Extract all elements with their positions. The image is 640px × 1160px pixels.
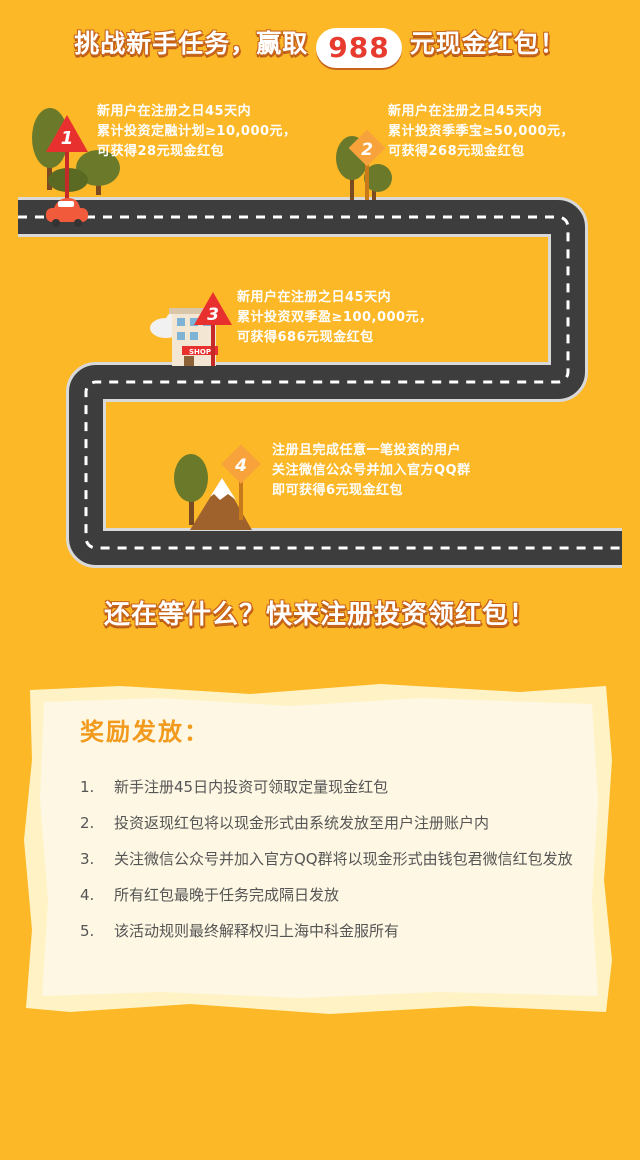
rules-title: 奖励发放： xyxy=(80,718,210,746)
rules-list: 1. 新手注册45日内投资可领取定量现金红包 2. 投资返现红包将以现金形式由系统发… xyxy=(80,769,580,949)
tree-group-1 xyxy=(32,108,120,195)
task-line: 累计投资双季盈≥100,000元， xyxy=(237,310,433,325)
task-line: 新用户在注册之日45天内 xyxy=(97,104,252,119)
rule-item: 1. 新手注册45日内投资可领取定量现金红包 xyxy=(80,769,580,805)
rule-item: 2. 投资返现红包将以现金形式由系统发放至用户注册账户内 xyxy=(80,805,580,841)
task-line: 新用户在注册之日45天内 xyxy=(388,104,543,119)
header-prefix: 挑战新手任务，赢取 xyxy=(74,29,309,58)
task-1-text: 新用户在注册之日45天内 累计投资定融计划≥10,000元， 可获得28元现金红… xyxy=(97,102,297,162)
marker-4-icon xyxy=(221,444,261,520)
rule-item: 5. 该活动规则最终解释权归上海中科金服所有 xyxy=(80,913,580,949)
rule-item: 4. 所有红包最晚于任务完成隔日发放 xyxy=(80,877,580,913)
car-icon xyxy=(46,198,88,227)
rule-number: 1. xyxy=(80,778,95,796)
marker-1-icon xyxy=(46,115,88,200)
shop-building-icon xyxy=(150,308,219,366)
marker-1-number: 1 xyxy=(61,128,74,149)
page-header: 挑战新手任务，赢取 988 元现金红包！ xyxy=(0,14,640,74)
marker-3-icon xyxy=(194,292,232,366)
marker-4-number: 4 xyxy=(234,456,247,476)
paper-inner xyxy=(40,698,598,998)
task-2-text: 新用户在注册之日45天内 累计投资季季宝≥50,000元， 可获得268元现金红… xyxy=(388,102,574,162)
rule-text: 新手注册45日内投资可领取定量现金红包 xyxy=(114,778,389,796)
header-suffix: 元现金红包！ xyxy=(409,29,566,58)
call-to-action-heading: 还在等什么？快来注册投资领红包！ xyxy=(103,600,536,630)
rule-text: 关注微信公众号并加入官方QQ群将以现金形式由钱包君微信红包发放 xyxy=(114,850,573,868)
task-line: 新用户在注册之日45天内 xyxy=(237,290,392,305)
rule-text: 所有红包最晚于任务完成隔日发放 xyxy=(114,886,340,904)
task-line: 即可获得6元现金红包 xyxy=(272,483,404,498)
task-line: 关注微信公众号并加入官方QQ群 xyxy=(272,463,471,478)
road-map-illustration: 1 2 SHOP 3 xyxy=(18,108,622,568)
rule-text: 该活动规则最终解释权归上海中科金服所有 xyxy=(114,922,400,940)
task-4-text: 注册且完成任意一笔投资的用户 关注微信公众号并加入官方QQ群 即可获得6元现金红… xyxy=(272,441,471,501)
task-line: 累计投资季季宝≥50,000元， xyxy=(388,124,575,139)
rule-number: 4. xyxy=(80,886,95,904)
task-line: 可获得268元现金红包 xyxy=(388,144,525,159)
tree-mountain-icon xyxy=(174,454,252,530)
shop-sign-text: SHOP xyxy=(189,348,211,356)
task-line: 累计投资定融计划≥10,000元， xyxy=(97,124,297,139)
rule-number: 5. xyxy=(80,922,95,940)
marker-3-number: 3 xyxy=(207,305,219,325)
rule-number: 2. xyxy=(80,814,95,832)
rule-number: 3. xyxy=(80,850,95,868)
rule-item: 3. 关注微信公众号并加入官方QQ群将以现金形式由钱包君微信红包发放 xyxy=(80,841,580,877)
task-3-text: 新用户在注册之日45天内 累计投资双季盈≥100,000元， 可获得686元现金… xyxy=(237,288,433,348)
header-amount-badge: 988 xyxy=(316,27,402,68)
marker-2-number: 2 xyxy=(361,140,373,160)
rule-text: 投资返现红包将以现金形式由系统发放至用户注册账户内 xyxy=(114,814,490,832)
task-line: 可获得28元现金红包 xyxy=(97,144,225,159)
rules-section: 奖励发放： 1. 新手注册45日内投资可领取定量现金红包 2. 投资返现红包将以现金… xyxy=(80,712,580,949)
task-line: 注册且完成任意一笔投资的用户 xyxy=(272,443,462,458)
road-center-line xyxy=(18,215,622,550)
task-line: 可获得686元现金红包 xyxy=(237,330,374,345)
marker-2-icon xyxy=(348,129,386,200)
